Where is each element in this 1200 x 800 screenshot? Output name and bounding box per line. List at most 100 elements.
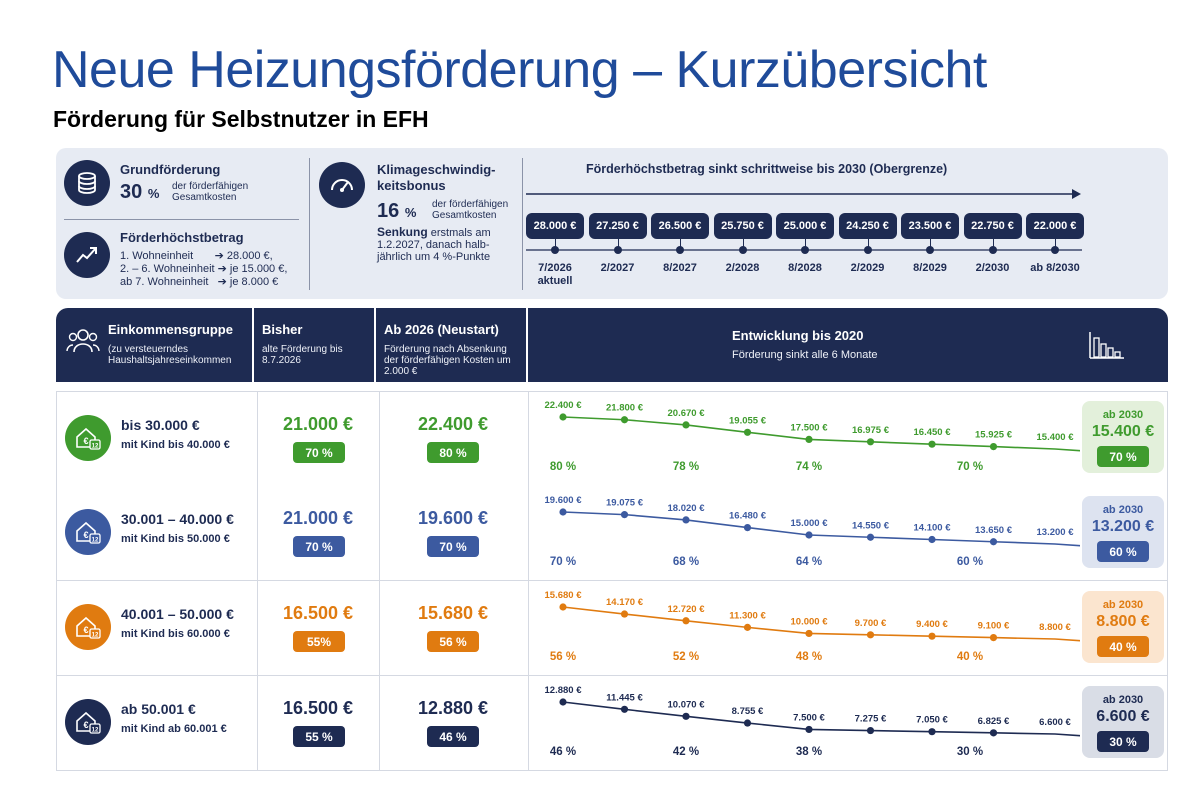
timeline-stem <box>867 239 869 249</box>
timeline-amount-pill: 22.000 € <box>1026 213 1084 239</box>
header-col-old-sub: alte Förderung bis 8.7.2026 <box>262 344 343 366</box>
timeline-date: 8/2027 <box>645 262 715 275</box>
header-col-trend: Entwicklung bis 2020 Förderung sinkt all… <box>528 308 1168 382</box>
final-value-box: ab 2030 6.600 € 30 % <box>1082 686 1164 758</box>
trend-point <box>989 729 998 737</box>
trend-point <box>559 508 567 516</box>
trend-point-label: 9.700 € <box>855 618 887 629</box>
bar-chart-icon <box>1088 330 1126 365</box>
timeline-amount-pill: 27.250 € <box>588 213 647 239</box>
trend-pct-label: 40 % <box>957 651 983 663</box>
header-col-group: Einkommensgruppe (zu versteuerndes Haush… <box>56 308 252 382</box>
trend-pct-label: 48 % <box>796 651 822 663</box>
trend-point <box>989 538 998 546</box>
trend-point-label: 18.020 € <box>668 503 706 514</box>
trend-pct-label: 38 % <box>796 746 822 758</box>
old-amount: 16.500 € <box>282 603 354 623</box>
new-amount: 19.600 € <box>417 508 489 528</box>
trend-pct-label: 70 % <box>550 556 576 568</box>
column-separator <box>528 581 529 675</box>
income-group-kid-label: mit Kind bis 40.000 € <box>121 439 230 451</box>
page-title: Neue Heizungsförderung – Kurzübersicht <box>52 41 987 99</box>
timeline-dot <box>1051 246 1059 254</box>
trend-point-label: 16.450 € <box>914 427 952 438</box>
new-pct-badge: 56 % <box>427 631 479 652</box>
svg-text:12: 12 <box>92 728 99 734</box>
trend-point <box>620 705 629 713</box>
trend-point <box>559 698 567 706</box>
trend-chart: 22.400 € 21.800 € 20.670 € 19.055 € 17.500 €… <box>545 400 1080 473</box>
old-pct-badge: 55% <box>293 631 345 652</box>
timeline-amount-pill: 25.000 € <box>776 213 834 239</box>
trend-point <box>805 531 813 539</box>
timeline-stem <box>930 239 931 249</box>
trend-point-label: 22.400 € <box>545 400 583 411</box>
timeline-date-text: 2/2030 <box>975 262 1010 274</box>
svg-text:€: € <box>83 720 88 730</box>
timeline-dot <box>863 246 872 254</box>
trend-point <box>866 438 875 446</box>
trend-point-label: 12.720 € <box>668 604 706 615</box>
timeline-date-text: 8/2029 <box>913 262 947 274</box>
income-group-kid-label: mit Kind bis 50.000 € <box>121 533 230 545</box>
trend-point-label: 20.670 € <box>668 408 706 419</box>
timeline-date-text: ab 8/2030 <box>1030 262 1080 274</box>
trend-point-label: 19.600 € <box>545 495 583 506</box>
income-group-kid-label: mit Kind ab 60.001 € <box>121 723 227 735</box>
final-value-label: ab 2030 <box>1102 599 1144 611</box>
final-value-pct-badge: 70 % <box>1097 446 1149 467</box>
svg-text:12: 12 <box>92 633 99 639</box>
trend-point <box>866 631 875 639</box>
timeline-date: 8/2028 <box>770 262 840 275</box>
timeline-stem <box>1055 239 1056 249</box>
trend-point-label: 7.500 € <box>793 712 825 723</box>
final-value-amount: 13.200 € <box>1091 518 1155 535</box>
house-euro-icon: €12 <box>65 509 111 555</box>
trend-point <box>559 603 567 611</box>
people-icon <box>66 326 100 361</box>
column-separator <box>379 676 380 770</box>
trend-point <box>743 719 752 727</box>
new-pct-badge: 46 % <box>427 726 479 747</box>
divider <box>309 158 310 290</box>
final-value-box: ab 2030 15.400 € 70 % <box>1082 401 1164 473</box>
svg-text:€: € <box>83 625 88 635</box>
table-row: €12 bis 30.000 € mit Kind bis 40.000 € 21.0… <box>56 391 1168 487</box>
final-value-pct-badge: 30 % <box>1097 731 1149 752</box>
new-pct-badge: 70 % <box>427 536 479 557</box>
page-subtitle: Förderung für Selbstnutzer in EFH <box>53 106 429 132</box>
column-separator <box>528 392 529 486</box>
timeline-amount-pill: 25.750 € <box>713 213 772 239</box>
trend-point-label: 8.800 € <box>1039 622 1071 633</box>
timeline-date: 2/2028 <box>708 262 778 275</box>
timeline-amount-pill: 28.000 € <box>526 213 584 239</box>
trend-line <box>562 606 1080 642</box>
trend-point <box>866 726 875 735</box>
klima-pct: 16 % <box>377 200 417 222</box>
trend-pct-label: 68 % <box>673 556 699 568</box>
trend-point-label: 9.400 € <box>916 619 948 630</box>
header-col-old-title: Bisher <box>262 322 303 337</box>
final-value-pct-badge: 60 % <box>1097 541 1149 562</box>
old-pct-badge: 70 % <box>293 442 345 463</box>
timeline-stem <box>555 239 556 249</box>
header-col-trend-sub: Förderung sinkt alle 6 Monate <box>732 349 878 361</box>
trend-point <box>743 524 752 532</box>
timeline-amount-pill: 24.250 € <box>838 213 897 239</box>
column-separator <box>257 392 258 486</box>
income-group-label: ab 50.001 € <box>121 701 196 717</box>
house-euro-icon: €12 <box>65 415 111 461</box>
trend-point-label: 7.275 € <box>855 714 887 725</box>
timeline-date-text: 7/2026 <box>538 262 572 274</box>
trend-point-label: 13.200 € <box>1037 527 1075 538</box>
coins-icon <box>64 160 110 206</box>
timeline-amount-pill: 22.750 € <box>963 213 1022 239</box>
trend-point <box>928 632 936 640</box>
trend-line <box>562 416 1080 452</box>
timeline-stem <box>742 239 744 249</box>
trend-point-label: 15.400 € <box>1037 432 1075 443</box>
house-euro-icon: €12 <box>65 699 111 745</box>
timeline-date-text: 2/2029 <box>850 262 885 274</box>
income-group-label: 40.001 – 50.000 € <box>121 606 234 622</box>
trend-point-label: 6.600 € <box>1039 717 1071 728</box>
